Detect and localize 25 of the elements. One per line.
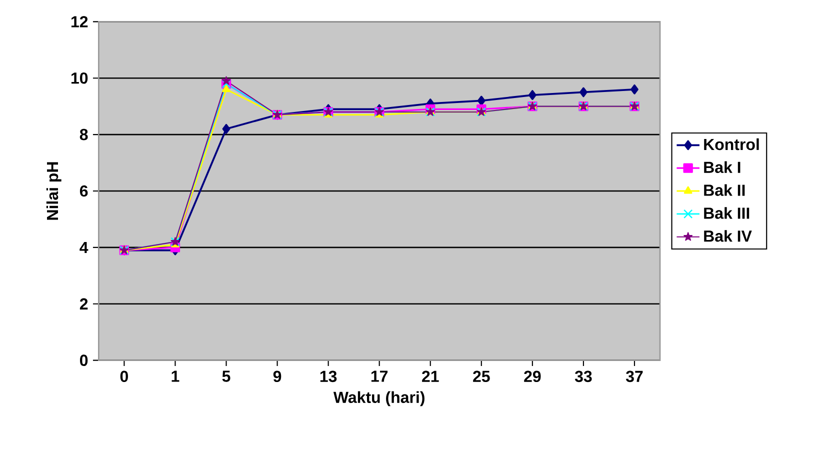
x-tick-label: 29 bbox=[524, 370, 541, 382]
y-tick-label: 10 bbox=[71, 72, 88, 84]
legend-label: Bak III bbox=[704, 207, 750, 219]
y-tick-label: 12 bbox=[71, 16, 88, 28]
x-tick-label: 21 bbox=[422, 370, 439, 382]
legend-label: Kontrol bbox=[704, 138, 759, 150]
x-tick-label: 0 bbox=[120, 370, 128, 382]
x-tick-label: 25 bbox=[473, 370, 490, 382]
x-tick-label: 5 bbox=[222, 370, 230, 382]
y-tick-label: 6 bbox=[80, 185, 88, 197]
legend-label: Bak II bbox=[704, 184, 745, 196]
legend-label: Bak IV bbox=[704, 230, 752, 242]
legend-label: Bak I bbox=[704, 161, 740, 174]
y-tick-label: 4 bbox=[80, 242, 88, 253]
y-axis-title: Nilai pH bbox=[46, 162, 62, 220]
y-tick-label: 0 bbox=[80, 354, 88, 366]
x-tick-label: 33 bbox=[574, 370, 592, 382]
x-tick-label: 1 bbox=[172, 370, 180, 382]
x-tick-label: 13 bbox=[320, 370, 337, 382]
y-tick-label: 2 bbox=[80, 298, 88, 310]
x-axis-title: Waktu (hari) bbox=[333, 391, 424, 406]
x-tick-label: 37 bbox=[626, 370, 643, 382]
x-tick-label: 9 bbox=[273, 370, 282, 382]
x-tick-label: 17 bbox=[371, 370, 388, 382]
y-tick-label: 8 bbox=[80, 128, 88, 140]
